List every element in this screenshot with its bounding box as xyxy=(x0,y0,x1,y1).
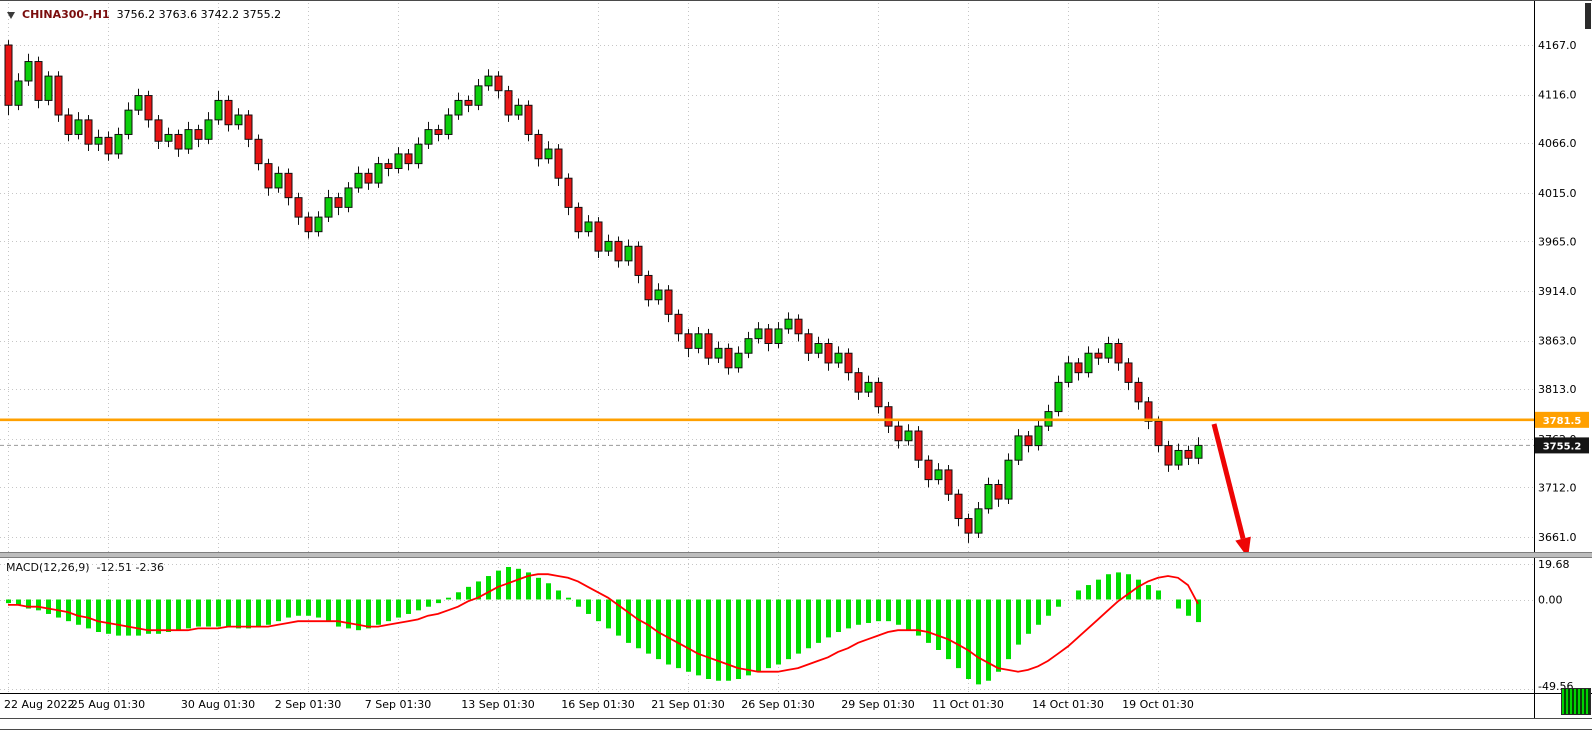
svg-text:3781.5: 3781.5 xyxy=(1543,416,1582,427)
vertical-scrollbar-thumb[interactable] xyxy=(1585,3,1591,29)
macd-signal-line xyxy=(8,573,1199,673)
svg-text:3965.0: 3965.0 xyxy=(1538,235,1577,248)
svg-text:22 Aug 2022: 22 Aug 2022 xyxy=(4,698,74,711)
svg-text:25 Aug 01:30: 25 Aug 01:30 xyxy=(71,698,145,711)
svg-text:26 Sep 01:30: 26 Sep 01:30 xyxy=(741,698,814,711)
svg-text:29 Sep 01:30: 29 Sep 01:30 xyxy=(841,698,914,711)
svg-text:11 Oct 01:30: 11 Oct 01:30 xyxy=(932,698,1004,711)
svg-text:21 Sep 01:30: 21 Sep 01:30 xyxy=(651,698,724,711)
svg-text:30 Aug 01:30: 30 Aug 01:30 xyxy=(181,698,255,711)
macd-histogram xyxy=(6,567,1201,685)
axis-corner-widget xyxy=(1561,688,1591,715)
symbol-marker-icon xyxy=(7,11,15,19)
svg-text:0.00: 0.00 xyxy=(1538,594,1563,607)
svg-text:16 Sep 01:30: 16 Sep 01:30 xyxy=(561,698,634,711)
candlesticks xyxy=(4,40,1203,543)
svg-text:19.68: 19.68 xyxy=(1538,558,1570,571)
svg-text:14 Oct 01:30: 14 Oct 01:30 xyxy=(1032,698,1104,711)
svg-text:3914.0: 3914.0 xyxy=(1538,285,1577,298)
panel-separator[interactable] xyxy=(0,552,1592,558)
svg-text:19 Oct 01:30: 19 Oct 01:30 xyxy=(1122,698,1194,711)
svg-text:3712.0: 3712.0 xyxy=(1538,481,1577,494)
svg-text:4116.0: 4116.0 xyxy=(1538,89,1577,102)
svg-text:3755.2: 3755.2 xyxy=(1543,441,1582,452)
svg-text:3863.0: 3863.0 xyxy=(1538,335,1577,348)
current-price-tag: 3755.2 xyxy=(1535,437,1589,454)
price-axis-labels[interactable]: 4167.0 4116.0 4066.0 4015.0 3965.0 3914.0 3863… xyxy=(1538,39,1577,693)
hline-price-tag: 3781.5 xyxy=(1535,411,1589,428)
symbol-timeframe-label: CHINA300-,H1 xyxy=(22,8,110,21)
symbol-info: CHINA300-,H1 3756.2 3763.6 3742.2 3755.2 xyxy=(7,9,281,21)
macd-name: MACD(12,26,9) xyxy=(6,561,90,574)
svg-text:2 Sep 01:30: 2 Sep 01:30 xyxy=(275,698,341,711)
svg-text:7 Sep 01:30: 7 Sep 01:30 xyxy=(365,698,431,711)
svg-text:3813.0: 3813.0 xyxy=(1538,383,1577,396)
ohlc-values: 3756.2 3763.6 3742.2 3755.2 xyxy=(116,8,282,21)
svg-text:3661.0: 3661.0 xyxy=(1538,531,1577,544)
svg-text:4066.0: 4066.0 xyxy=(1538,137,1577,150)
svg-text:13 Sep 01:30: 13 Sep 01:30 xyxy=(461,698,534,711)
macd-indicator-label: MACD(12,26,9) -12.51 -2.36 xyxy=(6,561,164,574)
macd-values: -12.51 -2.36 xyxy=(96,561,164,574)
svg-text:4167.0: 4167.0 xyxy=(1538,39,1577,52)
svg-text:4015.0: 4015.0 xyxy=(1538,187,1577,200)
